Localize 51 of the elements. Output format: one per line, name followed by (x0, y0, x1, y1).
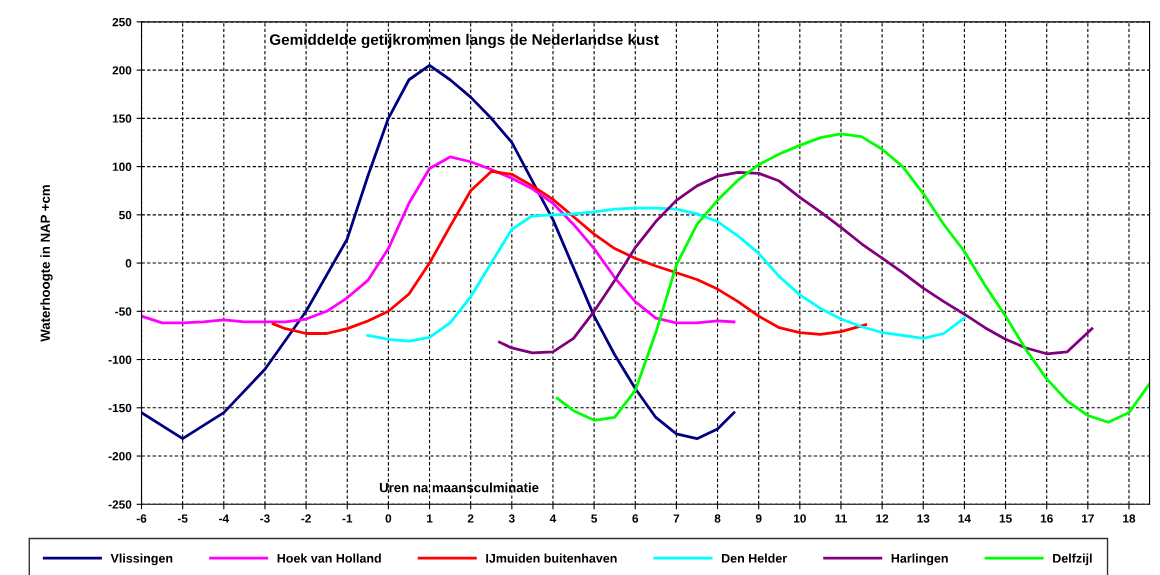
line-series (555, 132, 1150, 424)
x-tick-label: 14 (958, 514, 971, 523)
x-tick-label: 12 (876, 514, 889, 523)
y-tick-label: 50 (119, 210, 132, 220)
y-tick-label: 100 (112, 162, 132, 171)
x-tick-label: 2 (467, 514, 474, 523)
legend-label: Den Helder (721, 553, 787, 563)
line-series (141, 63, 736, 441)
x-axis-title: Uren na maansculminatie (379, 482, 539, 493)
y-tick-label: -150 (108, 403, 132, 413)
x-tick-label: 17 (1082, 514, 1094, 523)
text: Gemiddelde getijkrommen langs de Nederlandse kust (269, 33, 659, 49)
x-tick-label: -1 (342, 514, 353, 523)
y-tick-label: 200 (112, 66, 132, 75)
y-axis-title: Waterhoogte in NAP +cm (40, 185, 53, 342)
x-tick-label: 9 (755, 514, 762, 523)
line-series (498, 170, 1094, 356)
x-tick-label: 10 (794, 514, 806, 523)
y-tick-label: -50 (115, 307, 132, 316)
y-tick-label: -250 (108, 500, 132, 509)
x-tick-label: 8 (714, 514, 721, 523)
line-series (141, 155, 736, 325)
y-tick-label: 250 (112, 17, 132, 27)
x-tick-label: -2 (301, 514, 311, 523)
x-tick-label: -5 (177, 514, 188, 523)
legend-label: IJmuiden buitenhaven (486, 553, 617, 563)
x-tick-label: -6 (136, 514, 147, 523)
x-tick-label: 13 (917, 514, 930, 523)
x-tick-label: 5 (591, 514, 598, 523)
line-series (271, 170, 868, 336)
x-tick-label: 7 (673, 514, 680, 523)
x-tick-label: 16 (1040, 514, 1053, 523)
x-tick-label: 0 (385, 514, 392, 523)
x-tick-label: 3 (508, 514, 515, 523)
x-tick-label: 15 (999, 514, 1012, 523)
x-tick-label: -4 (219, 514, 229, 523)
legend-label: Vlissingen (110, 553, 173, 566)
y-tick-label: -200 (108, 452, 132, 461)
x-tick-label: -3 (260, 514, 270, 523)
legend-label: Delfzijl (1053, 553, 1092, 566)
x-tick-label: 4 (549, 514, 557, 523)
legend-label: Harlingen (891, 553, 948, 566)
line-series (366, 206, 966, 343)
y-tick-label: -100 (108, 355, 132, 364)
legend-label: Hoek van Holland (277, 553, 381, 563)
x-tick-label: 11 (835, 514, 847, 523)
y-tick-label: 0 (125, 259, 132, 268)
y-tick-label: 150 (112, 114, 132, 123)
x-tick-label: 6 (632, 514, 639, 523)
x-tick-label: 1 (426, 514, 433, 523)
x-tick-label: 18 (1123, 514, 1136, 523)
